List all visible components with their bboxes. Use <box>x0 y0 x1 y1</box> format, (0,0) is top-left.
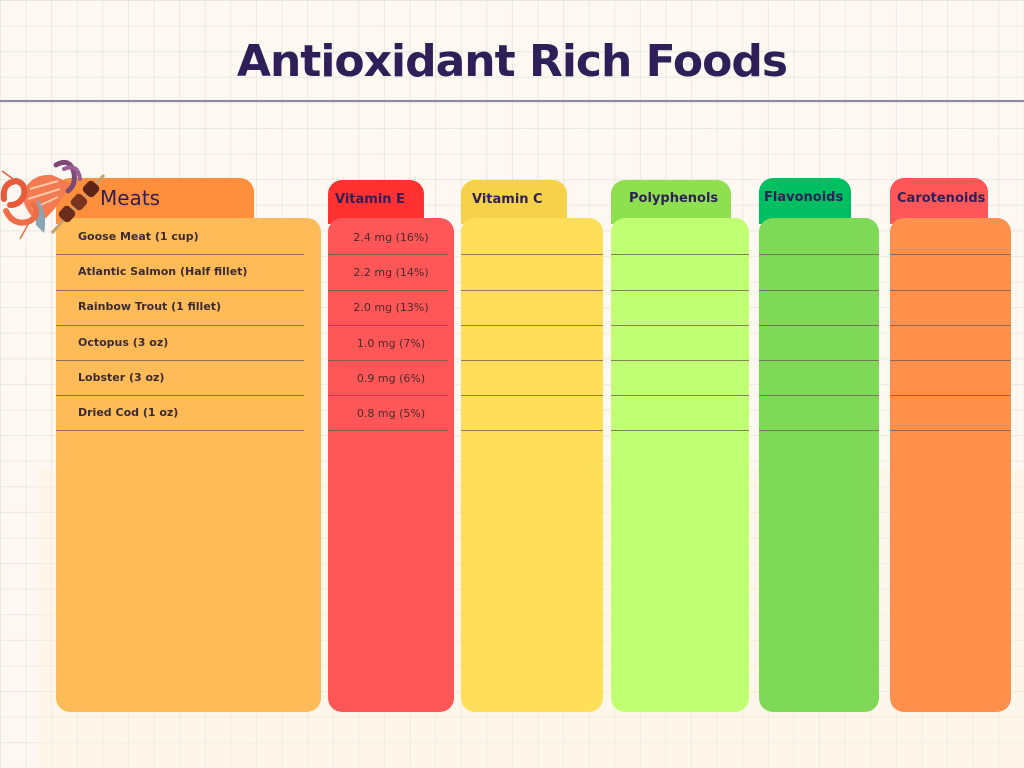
polyphenols-panel <box>611 218 749 712</box>
row-divider <box>759 254 879 255</box>
row-divider <box>56 290 304 291</box>
vitamin-c-panel <box>461 218 603 712</box>
row-divider <box>890 254 1011 255</box>
row-divider <box>461 325 603 326</box>
vitamin-c-tab <box>461 180 567 224</box>
vitamin-e-value: 1.0 mg (7%) <box>356 337 426 350</box>
vitamin-e-value: 0.8 mg (5%) <box>356 407 426 420</box>
flavonoids-heading: Flavonoids <box>764 190 844 205</box>
row-divider <box>890 395 1011 396</box>
carotenoids-heading: Carotenoids <box>897 191 986 206</box>
row-divider <box>759 290 879 291</box>
row-divider <box>328 254 448 255</box>
row-divider <box>56 430 304 431</box>
row-divider <box>461 290 603 291</box>
row-divider <box>461 254 603 255</box>
row-divider <box>759 430 879 431</box>
page-title: Antioxidant Rich Foods <box>236 36 788 87</box>
meats-panel <box>56 218 321 712</box>
vitamin-e-value: 2.0 mg (13%) <box>353 301 429 314</box>
row-divider <box>328 360 448 361</box>
carotenoids-tab <box>890 178 988 224</box>
vitamin-e-value: 2.2 mg (14%) <box>353 266 429 279</box>
row-divider <box>328 395 448 396</box>
food-name: Atlantic Salmon (Half fillet) <box>78 265 248 278</box>
row-divider <box>461 360 603 361</box>
row-divider <box>56 360 304 361</box>
seafood-meat-illustration <box>0 159 106 240</box>
row-divider <box>611 325 749 326</box>
polyphenols-tab <box>611 180 731 224</box>
food-name: Lobster (3 oz) <box>78 371 165 384</box>
row-divider <box>328 430 448 431</box>
row-divider <box>461 395 603 396</box>
food-name: Goose Meat (1 cup) <box>78 230 199 243</box>
row-divider <box>759 325 879 326</box>
meats-heading: Meats <box>100 186 161 210</box>
row-divider <box>890 325 1011 326</box>
row-divider <box>759 360 879 361</box>
row-divider <box>328 325 448 326</box>
row-divider <box>890 430 1011 431</box>
flavonoids-panel <box>759 218 879 712</box>
vitamin-e-value: 0.9 mg (6%) <box>356 372 426 385</box>
polyphenols-heading: Polyphenols <box>629 191 719 206</box>
row-divider <box>890 360 1011 361</box>
carotenoids-panel <box>890 218 1011 712</box>
vitamin-e-heading: Vitamin E <box>335 192 405 207</box>
row-divider <box>759 395 879 396</box>
row-divider <box>56 395 304 396</box>
vitamin-c-heading: Vitamin C <box>472 192 543 207</box>
row-divider <box>461 430 603 431</box>
row-divider <box>611 395 749 396</box>
row-divider <box>611 254 749 255</box>
food-name: Octopus (3 oz) <box>78 336 169 349</box>
food-name: Rainbow Trout (1 fillet) <box>78 300 222 313</box>
row-divider <box>611 430 749 431</box>
row-divider <box>890 290 1011 291</box>
title-divider <box>0 100 1024 102</box>
row-divider <box>611 360 749 361</box>
vitamin-e-panel <box>328 218 454 712</box>
flavonoids-tab <box>759 178 851 224</box>
vitamin-e-tab <box>328 180 424 224</box>
row-divider <box>611 290 749 291</box>
food-name: Dried Cod (1 oz) <box>78 406 179 419</box>
row-divider <box>56 254 304 255</box>
vitamin-e-value: 2.4 mg (16%) <box>353 231 429 244</box>
row-divider <box>56 325 304 326</box>
row-divider <box>328 290 448 291</box>
